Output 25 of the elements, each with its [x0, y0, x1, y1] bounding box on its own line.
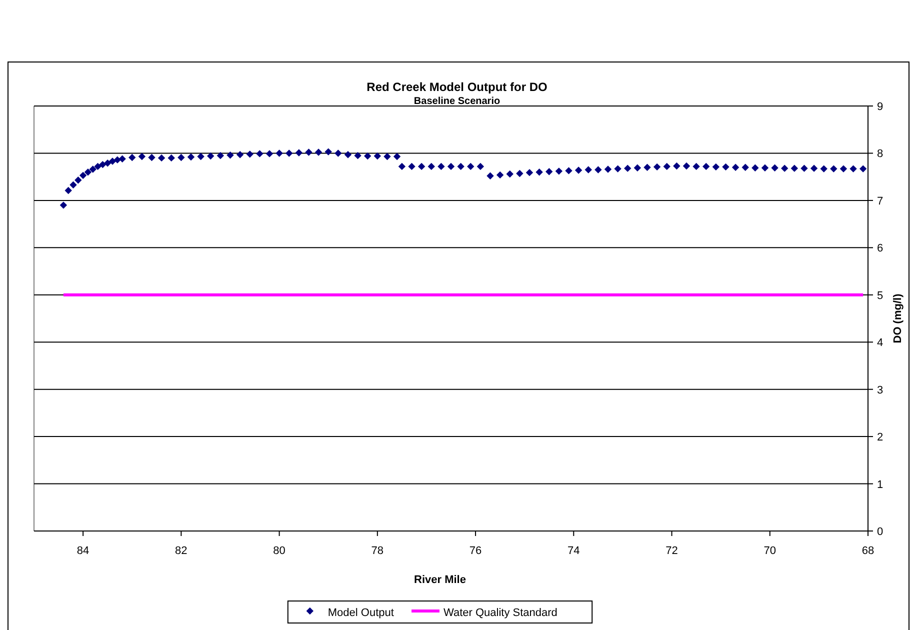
y-tick-label: 7: [877, 195, 884, 208]
x-tick-label: 74: [568, 545, 580, 557]
y-axis-title: DO (mg/l): [892, 293, 904, 344]
x-axis-title: River Mile: [414, 574, 466, 586]
x-tick-label: 70: [764, 545, 776, 557]
y-tick-label: 3: [877, 384, 884, 396]
y-tick-label: 5: [877, 290, 884, 302]
y-tick-label: 0: [877, 526, 884, 538]
y-tick-label: 8: [877, 148, 884, 160]
chart-title: Red Creek Model Output for DO: [366, 80, 548, 94]
y-tick-label: 4: [877, 337, 884, 350]
y-tick-label: 2: [877, 432, 884, 444]
x-tick-label: 68: [862, 545, 874, 557]
legend-label: Model Output: [328, 607, 394, 619]
chart-subtitle: Baseline Scenario: [414, 96, 500, 107]
y-tick-label: 6: [877, 242, 884, 255]
y-tick-label: 9: [877, 101, 884, 113]
x-tick-label: 72: [666, 545, 678, 557]
x-tick-label: 84: [76, 545, 90, 557]
x-tick-label: 80: [273, 545, 286, 557]
x-tick-label: 76: [469, 545, 482, 557]
legend-label: Water Quality Standard: [444, 607, 558, 619]
y-tick-label: 1: [877, 478, 884, 491]
x-tick-label: 82: [175, 545, 188, 557]
x-tick-label: 78: [371, 545, 384, 557]
